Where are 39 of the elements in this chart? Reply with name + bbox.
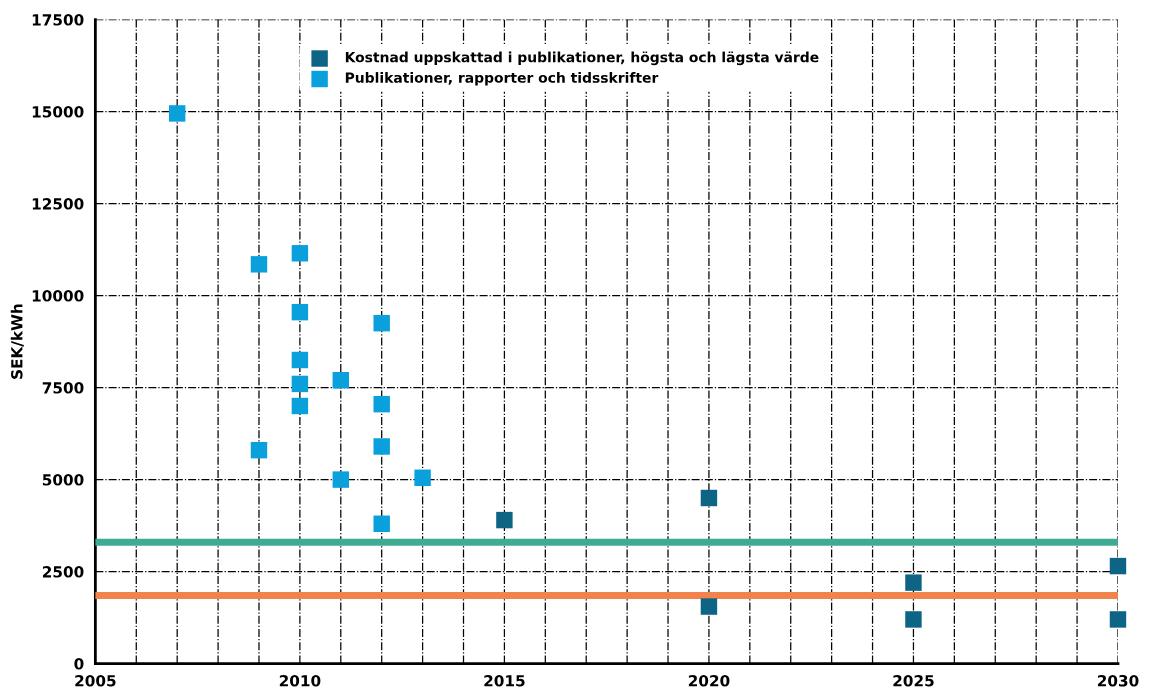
y-tick-label: 0 — [74, 658, 84, 670]
point — [414, 469, 431, 486]
x-tick-label: 2015 — [484, 674, 525, 687]
point — [496, 511, 513, 529]
point — [250, 256, 268, 273]
point — [700, 598, 718, 615]
x-tick-label: 2025 — [893, 674, 934, 687]
point — [700, 489, 718, 507]
y-tick-label: 7500 — [42, 382, 84, 394]
point — [291, 245, 309, 262]
point — [373, 515, 390, 532]
y-tick-label: 12500 — [32, 198, 84, 210]
x-tick-label: 2005 — [75, 674, 116, 687]
point — [373, 438, 390, 455]
point — [291, 397, 309, 415]
point — [373, 314, 390, 332]
y-tick-label: 15000 — [32, 106, 84, 118]
point — [905, 574, 922, 591]
point — [1109, 611, 1127, 628]
point — [332, 471, 350, 488]
point — [168, 105, 186, 122]
point — [373, 395, 390, 413]
point — [291, 375, 309, 393]
point — [291, 351, 309, 369]
x-tick-label: 2030 — [1097, 674, 1139, 687]
y-tick-label: 10000 — [32, 290, 84, 302]
point — [332, 372, 350, 389]
point — [1109, 557, 1127, 575]
y-tick-label: 17500 — [32, 14, 84, 26]
point — [291, 303, 309, 321]
legend-label: Kostnad uppskattad i publikationer, högsta och lägsta värde — [345, 51, 819, 66]
point — [905, 611, 922, 628]
y-tick-label: 5000 — [42, 474, 84, 486]
y-tick-label: 2500 — [42, 566, 84, 578]
legend-label: Publikationer, rapporter och tidsskrifter — [345, 72, 659, 86]
x-tick-label: 2010 — [279, 674, 321, 687]
y-axis-title: SEK/kWh — [10, 304, 24, 379]
point — [250, 441, 268, 459]
x-tick-label: 2020 — [688, 674, 730, 687]
